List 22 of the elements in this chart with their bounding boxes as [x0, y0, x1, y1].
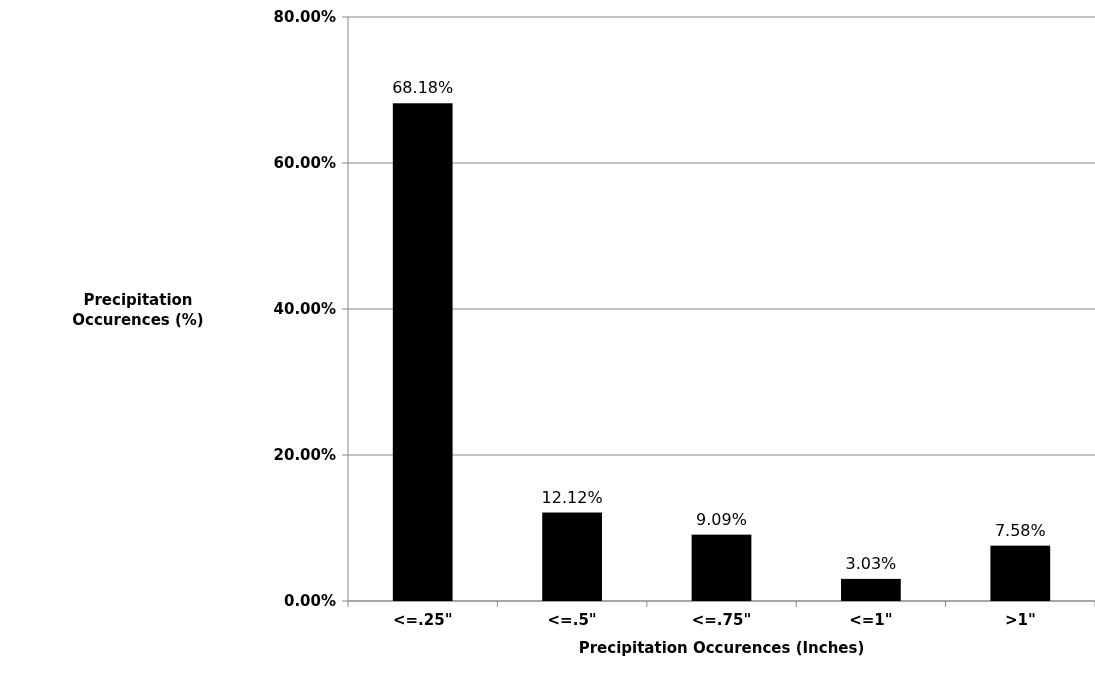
x-tick-label: <=.25": [392, 611, 453, 629]
bar: [392, 103, 453, 601]
y-tick-label: 40.00%: [273, 300, 336, 319]
y-axis-title: Precipitation Occurences (%): [72, 291, 204, 329]
x-tick-label: <=.75": [691, 611, 752, 629]
x-tick-label: <=1": [849, 611, 893, 629]
x-tick-label: <=.5": [547, 611, 597, 629]
y-tick-label: 0.00%: [283, 592, 336, 611]
data-label: 7.58%: [994, 520, 1046, 540]
x-tick-label: >1": [1004, 611, 1036, 629]
bar: [841, 578, 901, 601]
bar: [990, 545, 1051, 601]
y-tick-label: 60.00%: [273, 154, 336, 173]
x-axis-title: Precipitation Occurences (Inches): [578, 639, 865, 657]
data-label: 3.03%: [845, 553, 897, 573]
data-label: 68.18%: [392, 78, 454, 98]
bar: [691, 534, 752, 601]
data-label: 9.09%: [696, 509, 747, 529]
data-label: 12.12%: [541, 487, 603, 507]
y-tick-label: 20.00%: [273, 446, 336, 465]
bar: [542, 512, 602, 601]
y-tick-label: 80.00%: [273, 8, 336, 27]
